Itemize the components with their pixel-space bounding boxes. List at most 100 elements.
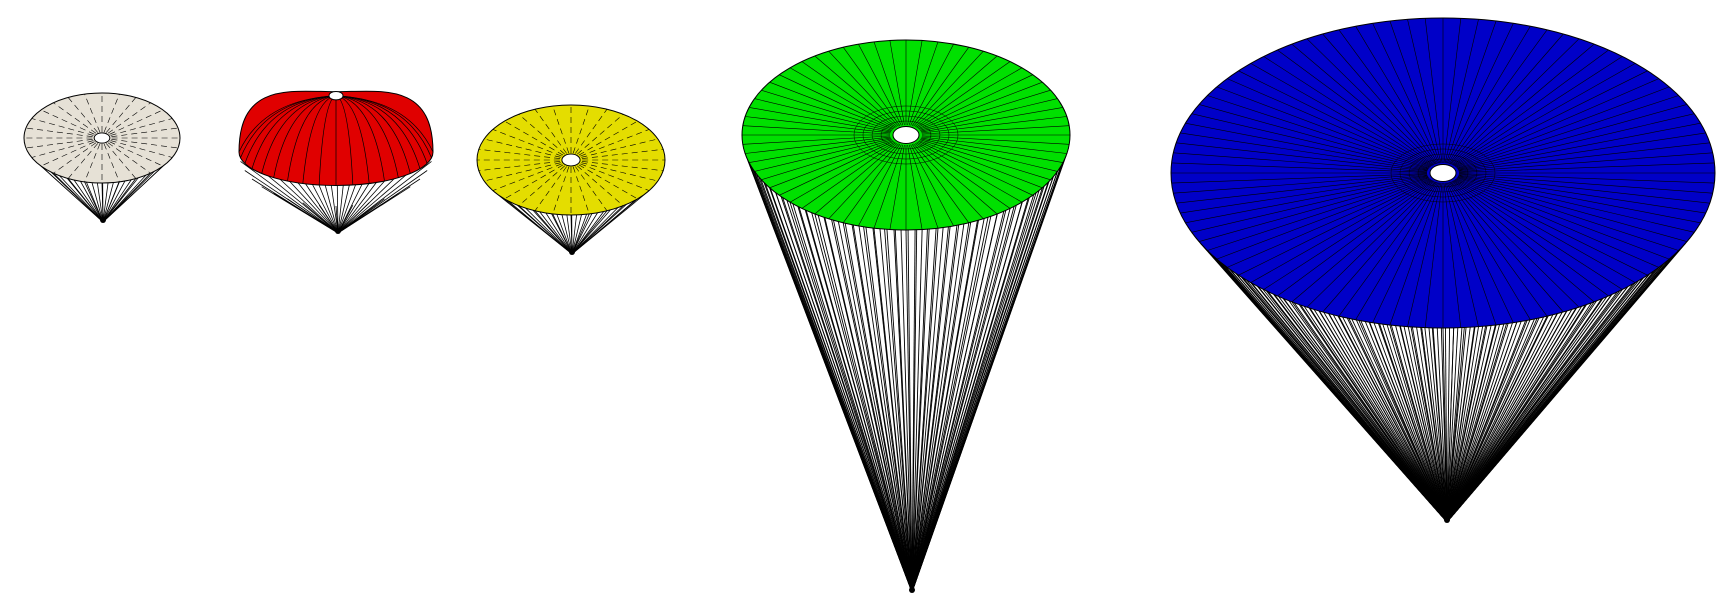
gore-seam (103, 93, 120, 133)
canopy (476, 104, 666, 216)
gore-seam (917, 141, 1023, 203)
gore-seam (1445, 182, 1497, 326)
gore-seam (84, 143, 101, 183)
gore-seam (1263, 56, 1433, 166)
gore-seam (103, 143, 120, 183)
gore-seam (1263, 180, 1433, 290)
gore-seam (1443, 182, 1462, 328)
parachute-1 (23, 92, 181, 223)
gore-seam (534, 166, 567, 211)
gore-seam (1250, 63, 1432, 167)
gore-seam (105, 143, 137, 179)
gore-seam (917, 67, 1023, 129)
gore-seam (1458, 175, 1701, 224)
gore-seam (534, 109, 567, 154)
gore-seam (921, 116, 1067, 134)
gore-seam (913, 143, 984, 220)
gore-seam (1453, 180, 1623, 290)
gore-seam (1216, 86, 1430, 168)
gore-seam (518, 114, 565, 155)
gore-seam (814, 55, 898, 127)
gore-seam (1185, 122, 1428, 171)
gore-seam (575, 109, 608, 154)
gore-seam (67, 97, 99, 133)
gore-seam (1457, 176, 1695, 233)
gore-seam (1407, 182, 1442, 327)
confluence-point (909, 587, 915, 593)
gore-seam (1446, 182, 1514, 323)
gore-seam (1456, 178, 1670, 260)
gore-seam (484, 138, 561, 158)
gore-seam (1191, 113, 1429, 170)
gore-seam (1207, 95, 1430, 169)
gore-seam (801, 61, 896, 128)
gore-seam (1372, 182, 1440, 323)
gore-seam (1424, 182, 1443, 328)
gore-seam (1227, 178, 1431, 268)
vent-band (1417, 158, 1469, 188)
gore-seam (1446, 23, 1514, 164)
gore-seam (1444, 182, 1479, 327)
gore-seam (492, 163, 562, 191)
gore-seam (1458, 173, 1715, 184)
gore-seam (913, 50, 984, 127)
gore-seam (578, 164, 638, 200)
gore-seam (1355, 182, 1439, 320)
gore-seam (581, 161, 664, 171)
gore-seam (1277, 180, 1434, 297)
gore-seam (1452, 49, 1609, 166)
gore-seam (779, 141, 894, 196)
canopy-vent (93, 132, 111, 144)
gore-seam (916, 61, 1011, 128)
vent-band (871, 115, 941, 155)
gore-seam (111, 127, 179, 137)
confluence-point (335, 228, 341, 234)
gore-seam (1458, 174, 1713, 194)
confluence-point (569, 249, 575, 255)
gore-seam (111, 139, 179, 149)
gore-seam (577, 114, 624, 155)
gore-seam (1355, 26, 1439, 164)
gore-seam (754, 98, 892, 132)
gore-seam (1171, 173, 1428, 184)
gore-seam (1448, 182, 1548, 317)
parachute-3 (476, 104, 666, 255)
gore-seam (504, 120, 564, 156)
suspension-line (251, 178, 339, 234)
suspension-line (102, 165, 164, 223)
gore-seam (745, 116, 891, 134)
gore-seam (335, 95, 421, 169)
gore-seam (1207, 177, 1430, 251)
suspension-line (911, 122, 1070, 593)
gore-seam (84, 93, 101, 133)
gore-seam (492, 129, 562, 157)
gore-seam (1457, 113, 1695, 170)
confluence-point (1444, 517, 1450, 523)
parachute-4 (741, 39, 1071, 593)
suspension-line (337, 170, 428, 234)
suspension-line (1446, 277, 1644, 523)
gore-seam (920, 89, 1051, 131)
gore-seam (552, 166, 570, 214)
gore-seam (335, 95, 399, 178)
gore-seam (1291, 181, 1435, 303)
gore-seam (1199, 104, 1429, 169)
gore-seam (1372, 23, 1440, 164)
vent-band (880, 120, 932, 150)
gore-seam (1199, 177, 1429, 242)
gore-seam (578, 120, 638, 156)
gore-seam (789, 141, 895, 203)
canopy (1170, 17, 1716, 329)
gore-seam (1191, 176, 1429, 233)
gore-seam (575, 166, 608, 211)
gore-seam (273, 95, 337, 178)
gore-seam (581, 162, 658, 182)
gore-seam (1452, 180, 1609, 297)
gore-seam (287, 95, 337, 182)
gore-seam (921, 107, 1063, 133)
gore-seam (107, 142, 151, 174)
gore-seam (761, 89, 892, 131)
gore-seam (789, 67, 895, 129)
gore-seam (67, 143, 99, 179)
gore-seam (1306, 38, 1436, 165)
